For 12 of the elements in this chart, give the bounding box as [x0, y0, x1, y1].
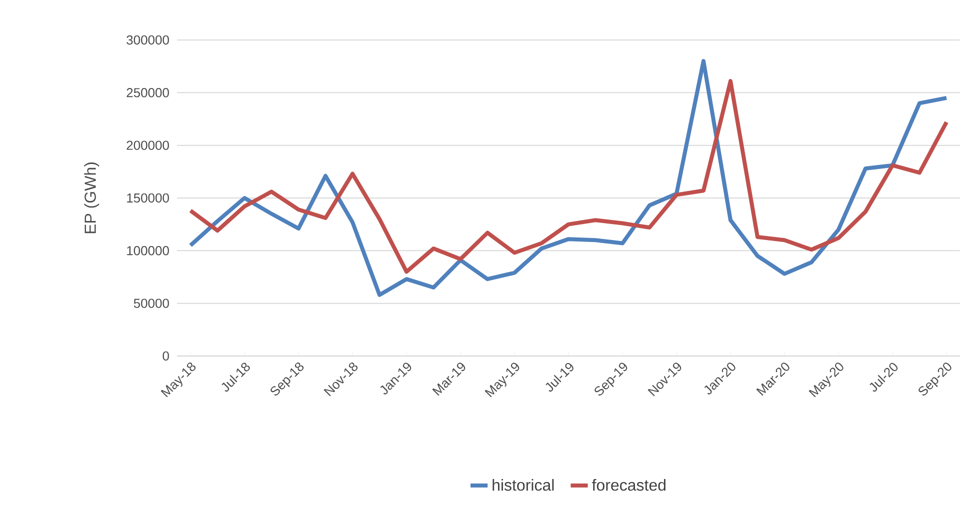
y-tick-label: 150000 [127, 193, 169, 203]
legend-label: historical [492, 479, 554, 491]
y-tick-label: 200000 [126, 140, 169, 150]
y-tick-label: 100000 [127, 246, 169, 256]
y-axis-title: EP (GWh) [84, 162, 100, 234]
y-tick-label: 300000 [126, 35, 169, 45]
y-tick-label: 50000 [134, 298, 169, 308]
line-series [188, 79, 948, 274]
legend-label: forecasted [592, 479, 666, 491]
y-tick-label: 250000 [126, 88, 169, 98]
line-series [188, 59, 948, 297]
y-tick-label: 0 [162, 351, 169, 361]
